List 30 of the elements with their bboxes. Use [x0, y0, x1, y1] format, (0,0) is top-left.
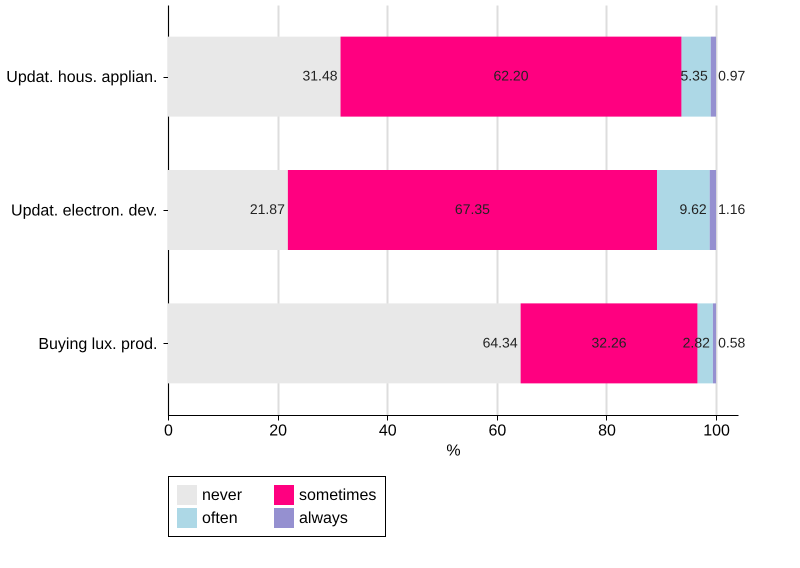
legend-label: never [202, 487, 243, 504]
data-label: 1.16 [718, 201, 746, 217]
y-tick-label: Buying lux. prod. [38, 336, 158, 353]
bar [288, 170, 657, 250]
y-tick-label: Updat. hous. applian. [6, 69, 158, 86]
bar [340, 36, 682, 117]
legend-label: sometimes [299, 487, 376, 504]
y-tick-label: Updat. electron. dev. [11, 202, 158, 220]
x-tick-label: 0 [164, 422, 174, 440]
bar [710, 36, 716, 117]
legend-label: always [299, 510, 348, 527]
bar [712, 303, 716, 384]
bar [710, 170, 716, 250]
data-label: 21.87 [250, 201, 286, 217]
x-tick-label: 60 [488, 422, 506, 440]
data-label: 0.97 [718, 68, 746, 84]
x-tick-label: 20 [269, 422, 288, 440]
data-label: 62.20 [493, 68, 529, 84]
x-axis-title: % [446, 442, 461, 460]
data-label: 67.35 [454, 201, 490, 217]
x-tick-label: 40 [378, 422, 397, 440]
data-label: 64.34 [482, 334, 518, 350]
x-tick-label: 80 [598, 422, 616, 440]
data-label: 0.58 [718, 334, 746, 350]
x-tick-label: 100 [703, 422, 730, 440]
data-label: 31.48 [302, 68, 338, 84]
bar [656, 170, 710, 250]
data-label: 9.62 [679, 201, 707, 217]
data-label: 32.26 [592, 334, 627, 350]
legend-label: often [202, 510, 238, 527]
